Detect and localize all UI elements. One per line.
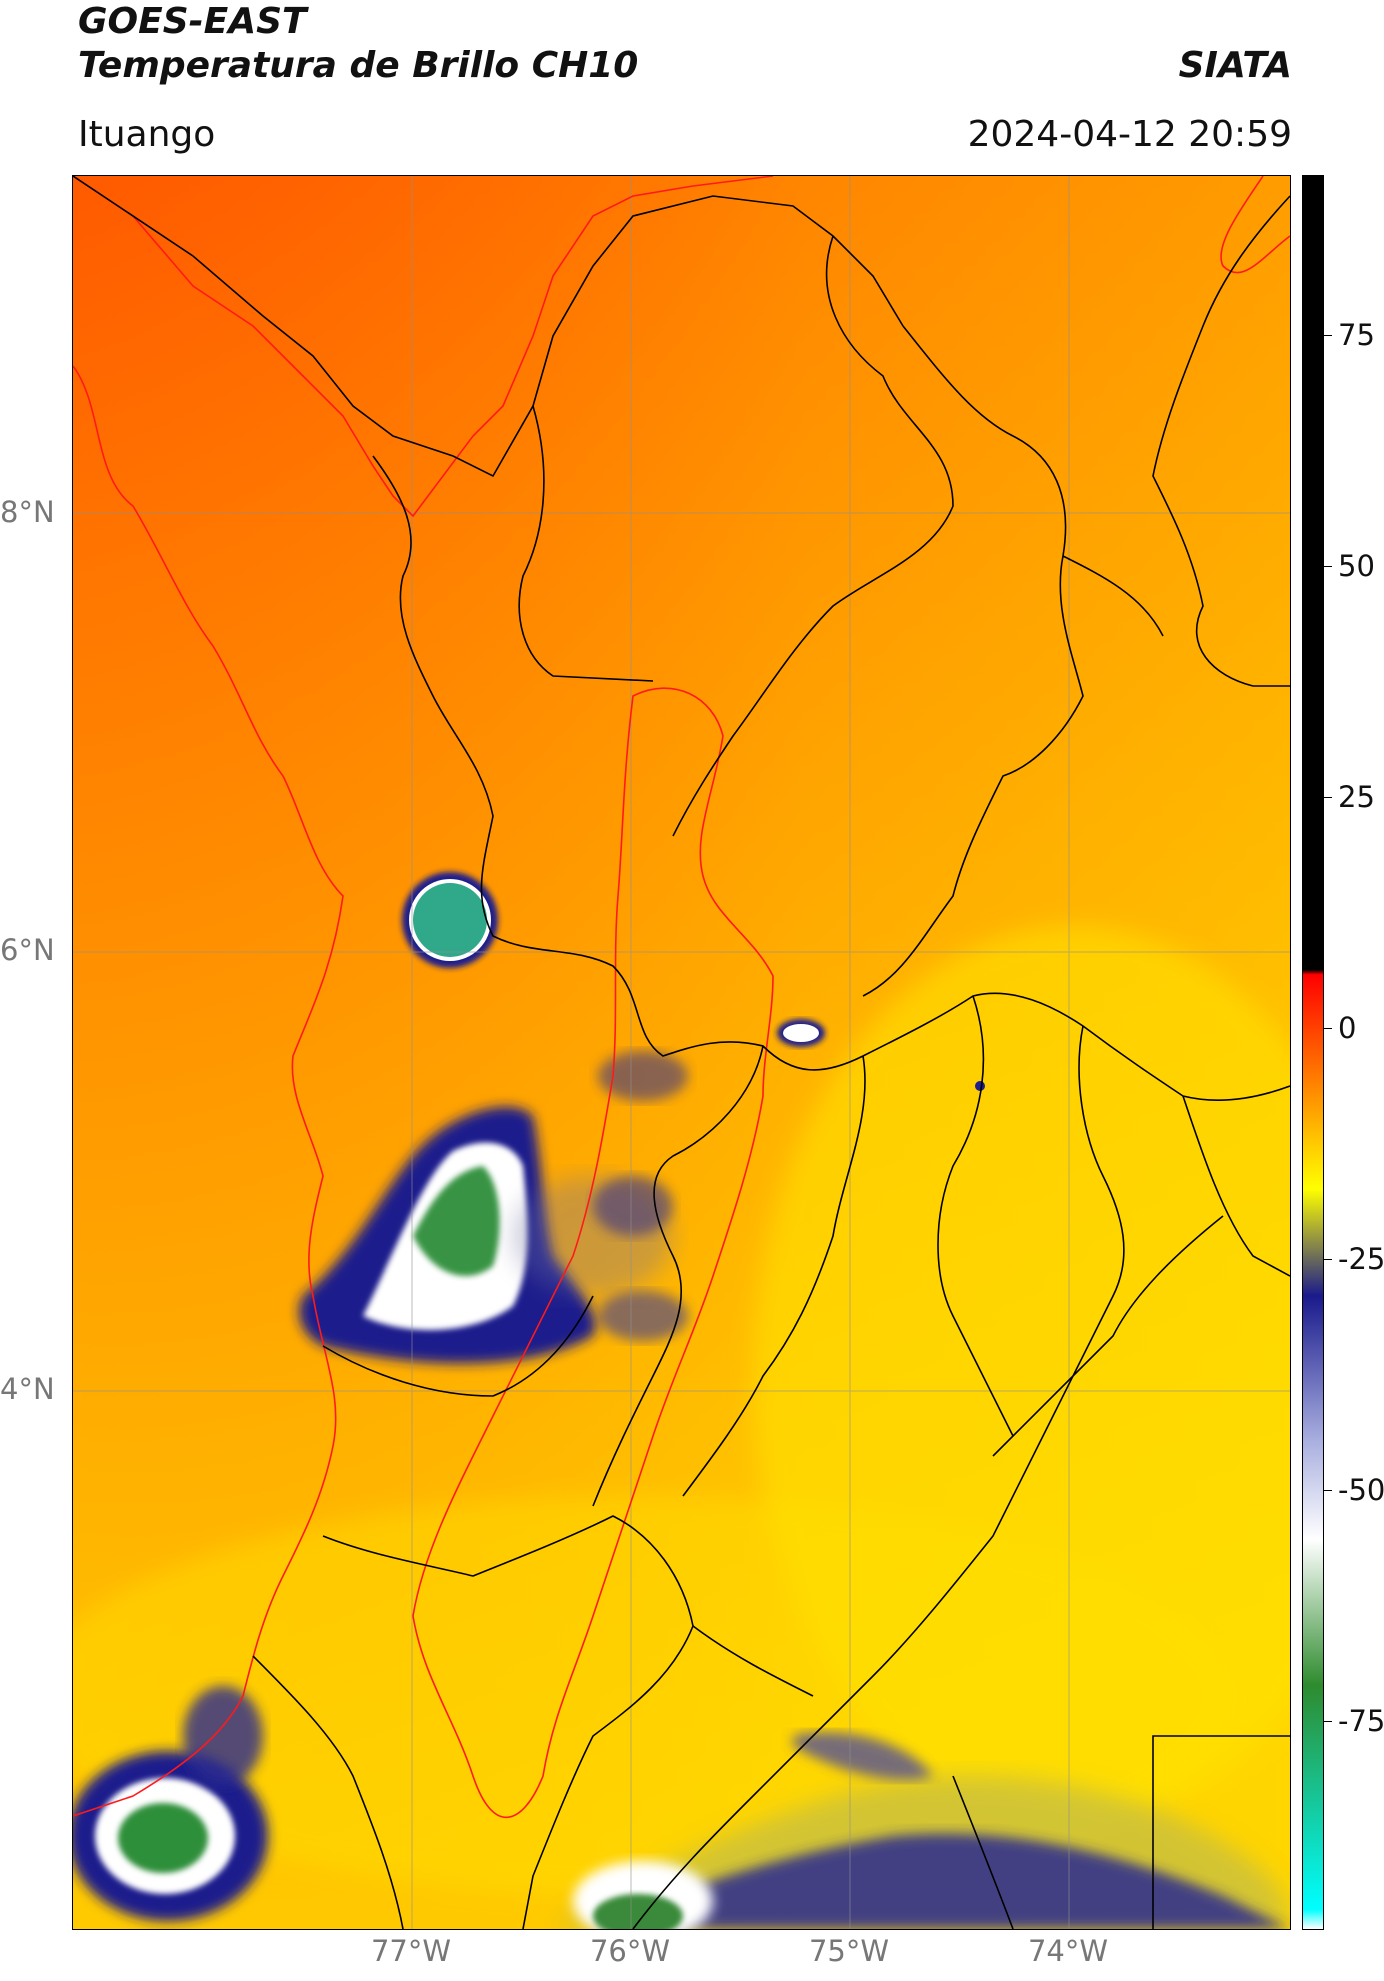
lat-label-4n: 4°N xyxy=(0,1372,55,1406)
product-title: Temperatura de Brillo CH10 xyxy=(78,45,639,86)
colorbar-label-50: 50 xyxy=(1338,549,1375,583)
colorbar-tick xyxy=(1324,1721,1332,1722)
brightness-temperature-map[interactable] xyxy=(72,175,1291,1930)
lon-label-74w: 74°W xyxy=(1027,1934,1109,1968)
colorbar-label-25: 25 xyxy=(1338,780,1375,814)
lon-label-76w: 76°W xyxy=(589,1934,671,1968)
colorbar-label-minus25: -25 xyxy=(1338,1242,1384,1276)
colorbar-tick xyxy=(1324,1490,1332,1491)
lat-label-6n: 6°N xyxy=(0,933,55,967)
lon-label-75w: 75°W xyxy=(808,1934,890,1968)
colorbar-tick xyxy=(1324,1028,1332,1029)
colorbar-label-minus75: -75 xyxy=(1338,1704,1384,1738)
datetime-label: 2024-04-12 20:59 xyxy=(967,114,1292,155)
institution-label: SIATA xyxy=(1178,45,1292,86)
colorbar-label-0: 0 xyxy=(1338,1011,1357,1045)
map-canvas xyxy=(73,176,1290,1929)
colorbar-tick xyxy=(1324,797,1332,798)
colorbar-tick xyxy=(1324,566,1332,567)
colorbar-label-minus50: -50 xyxy=(1338,1473,1384,1507)
satellite-title: GOES-EAST xyxy=(78,1,307,42)
region-label: Ituango xyxy=(78,114,216,155)
lat-label-8n: 8°N xyxy=(0,495,55,529)
colorbar-tick xyxy=(1324,1259,1332,1260)
lon-label-77w: 77°W xyxy=(370,1934,452,1968)
colorbar xyxy=(1302,175,1324,1930)
colorbar-tick xyxy=(1324,335,1332,336)
colorbar-label-75: 75 xyxy=(1338,318,1375,352)
